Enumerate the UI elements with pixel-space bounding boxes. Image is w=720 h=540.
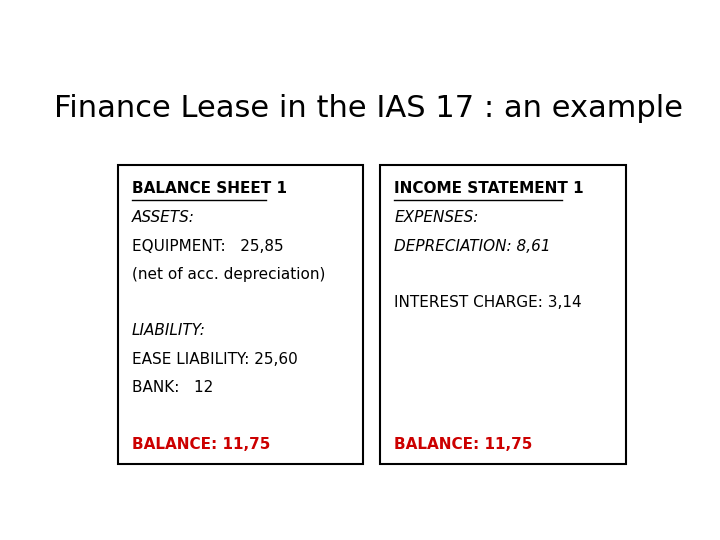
Text: BALANCE SHEET 1: BALANCE SHEET 1 <box>132 181 287 196</box>
Text: ASSETS:: ASSETS: <box>132 211 194 225</box>
Text: EASE LIABILITY: 25,60: EASE LIABILITY: 25,60 <box>132 352 297 367</box>
Text: DEPRECIATION: 8,61: DEPRECIATION: 8,61 <box>394 239 551 254</box>
FancyBboxPatch shape <box>380 165 626 464</box>
Text: INTEREST CHARGE: 3,14: INTEREST CHARGE: 3,14 <box>394 295 582 310</box>
Text: LIABILITY:: LIABILITY: <box>132 323 206 339</box>
Text: Finance Lease in the IAS 17 : an example: Finance Lease in the IAS 17 : an example <box>55 94 683 123</box>
Text: EXPENSES:: EXPENSES: <box>394 211 479 225</box>
Text: BALANCE: 11,75: BALANCE: 11,75 <box>394 436 533 451</box>
Text: BALANCE: 11,75: BALANCE: 11,75 <box>132 436 270 451</box>
Text: (net of acc. depreciation): (net of acc. depreciation) <box>132 267 325 282</box>
FancyBboxPatch shape <box>118 165 364 464</box>
Text: INCOME STATEMENT 1: INCOME STATEMENT 1 <box>394 181 584 196</box>
Text: BANK:   12: BANK: 12 <box>132 380 213 395</box>
Text: EQUIPMENT:   25,85: EQUIPMENT: 25,85 <box>132 239 284 254</box>
